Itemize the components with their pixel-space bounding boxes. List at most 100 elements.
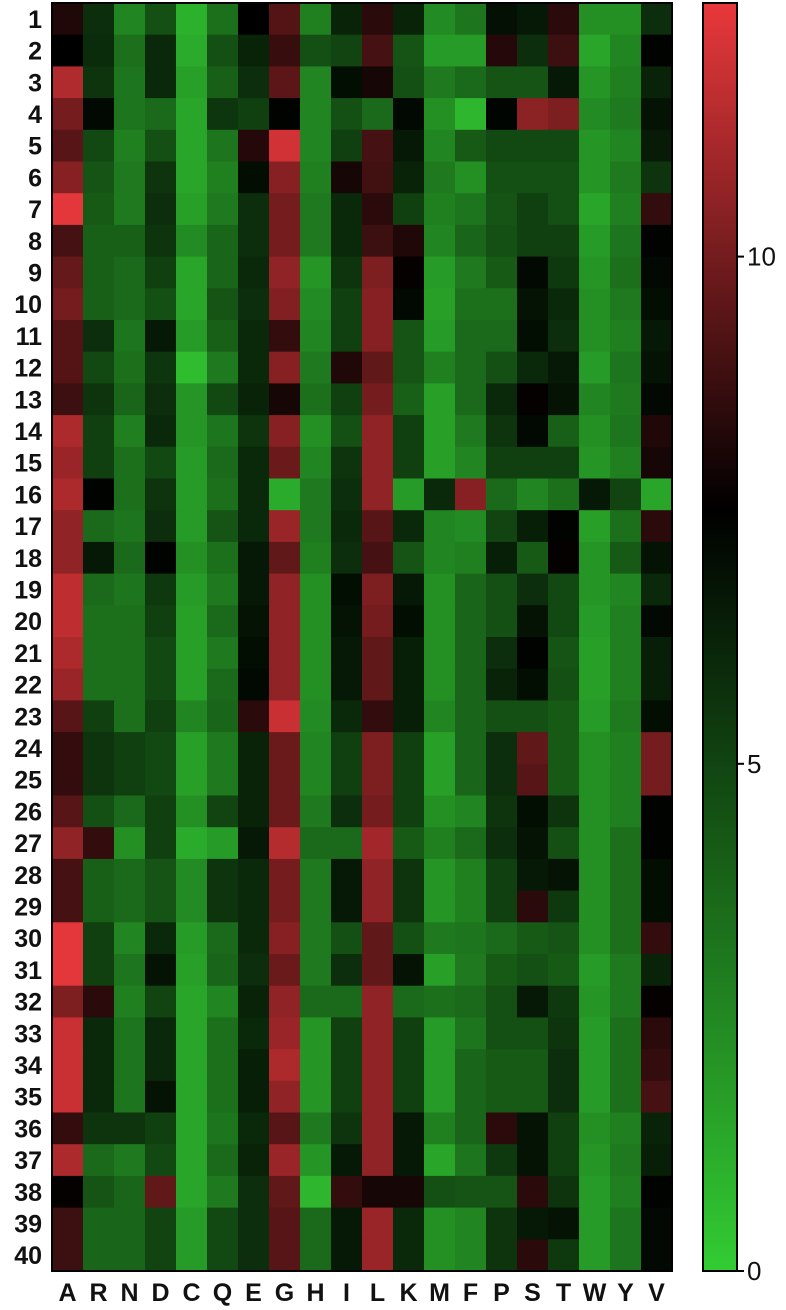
heatmap-cell-22-H bbox=[300, 668, 332, 701]
heatmap-cell-24-R bbox=[83, 732, 115, 765]
heatmap-cell-13-Q bbox=[207, 383, 239, 416]
heatmap-cell-17-V bbox=[641, 510, 673, 543]
heatmap-cell-33-W bbox=[579, 1017, 611, 1050]
row-label: 11 bbox=[16, 323, 43, 351]
heatmap-cell-5-V bbox=[641, 129, 673, 163]
heatmap-cell-26-I bbox=[331, 795, 363, 828]
heatmap-cell-28-P bbox=[486, 858, 518, 892]
heatmap-cell-24-C bbox=[176, 732, 208, 765]
heatmap-cell-15-Q bbox=[207, 446, 239, 480]
heatmap-cell-37-V bbox=[641, 1144, 673, 1177]
heatmap-cell-25-G bbox=[269, 763, 301, 797]
heatmap-cell-31-R bbox=[83, 954, 115, 987]
heatmap-cell-40-W bbox=[579, 1239, 611, 1272]
heatmap-cell-18-L bbox=[362, 541, 394, 575]
heatmap-cell-18-C bbox=[176, 541, 208, 575]
heatmap-cell-22-T bbox=[548, 668, 580, 701]
heatmap-cell-37-S bbox=[517, 1144, 549, 1177]
heatmap-cell-30-H bbox=[300, 922, 332, 955]
row-label: 12 bbox=[14, 355, 42, 383]
heatmap-cell-15-M bbox=[424, 446, 456, 480]
heatmap-cell-38-L bbox=[362, 1175, 394, 1209]
heatmap-cell-22-G bbox=[269, 668, 301, 701]
heatmap-cell-22-W bbox=[579, 668, 611, 701]
heatmap-cell-20-W bbox=[579, 605, 611, 638]
heatmap-cell-19-V bbox=[641, 573, 673, 606]
heatmap-cell-23-I bbox=[331, 700, 363, 733]
heatmap-cell-32-D bbox=[145, 985, 177, 1018]
heatmap-cell-8-L bbox=[362, 224, 394, 258]
heatmap-cell-24-V bbox=[641, 732, 673, 765]
heatmap-cell-16-G bbox=[269, 478, 301, 511]
heatmap-cell-14-G bbox=[269, 415, 301, 448]
heatmap-cell-34-G bbox=[269, 1049, 301, 1082]
heatmap-cell-19-Q bbox=[207, 573, 239, 606]
heatmap-cell-32-P bbox=[486, 985, 518, 1018]
heatmap-cell-10-S bbox=[517, 288, 549, 321]
heatmap-cell-22-A bbox=[52, 668, 84, 701]
heatmap-cell-19-G bbox=[269, 573, 301, 606]
heatmap-cell-7-Y bbox=[610, 193, 642, 226]
heatmap-cell-21-I bbox=[331, 637, 363, 670]
heatmap-cell-23-V bbox=[641, 700, 673, 733]
heatmap-cell-33-Y bbox=[610, 1017, 642, 1050]
heatmap-cell-28-E bbox=[238, 858, 270, 892]
row-label: 9 bbox=[28, 259, 42, 287]
heatmap-cell-31-K bbox=[393, 954, 425, 987]
heatmap-cell-30-P bbox=[486, 922, 518, 955]
heatmap-cell-27-T bbox=[548, 827, 580, 860]
heatmap-cell-28-K bbox=[393, 858, 425, 892]
heatmap-cell-27-I bbox=[331, 827, 363, 860]
heatmap-cell-32-V bbox=[641, 985, 673, 1018]
heatmap-cell-7-Q bbox=[207, 193, 239, 226]
heatmap-cell-39-P bbox=[486, 1207, 518, 1240]
heatmap-cell-28-Q bbox=[207, 858, 239, 892]
heatmap-cell-17-F bbox=[455, 510, 487, 543]
heatmap-cell-9-H bbox=[300, 256, 332, 289]
heatmap-cell-35-E bbox=[238, 1080, 270, 1114]
heatmap-cell-39-T bbox=[548, 1207, 580, 1240]
heatmap-cell-23-P bbox=[486, 700, 518, 733]
heatmap-cell-21-V bbox=[641, 637, 673, 670]
heatmap-cell-13-I bbox=[331, 383, 363, 416]
heatmap-cell-30-Y bbox=[610, 922, 642, 955]
heatmap-cell-33-V bbox=[641, 1017, 673, 1050]
heatmap-cell-37-Q bbox=[207, 1144, 239, 1177]
heatmap-cell-27-N bbox=[114, 827, 146, 860]
heatmap-cell-34-F bbox=[455, 1049, 487, 1082]
heatmap-cell-9-P bbox=[486, 256, 518, 289]
heatmap-cell-19-H bbox=[300, 573, 332, 606]
heatmap-cell-40-G bbox=[269, 1239, 301, 1272]
heatmap-cell-28-W bbox=[579, 858, 611, 892]
heatmap-cell-27-R bbox=[83, 827, 115, 860]
heatmap-cell-4-T bbox=[548, 98, 580, 131]
heatmap-cell-23-H bbox=[300, 700, 332, 733]
heatmap-cell-11-W bbox=[579, 320, 611, 353]
heatmap-cell-10-N bbox=[114, 288, 146, 321]
row-label: 5 bbox=[28, 133, 42, 161]
heatmap-cell-39-R bbox=[83, 1207, 115, 1240]
heatmap-cell-15-F bbox=[455, 446, 487, 480]
heatmap-cell-12-P bbox=[486, 351, 518, 384]
heatmap-cell-24-N bbox=[114, 732, 146, 765]
colorbar-ticks: 0 5 10 bbox=[737, 242, 776, 1286]
heatmap-cell-4-Y bbox=[610, 98, 642, 131]
heatmap-cell-20-R bbox=[83, 605, 115, 638]
heatmap-cell-34-M bbox=[424, 1049, 456, 1082]
heatmap-cell-10-D bbox=[145, 288, 177, 321]
heatmap-cell-26-L bbox=[362, 795, 394, 828]
heatmap-cell-6-D bbox=[145, 161, 177, 194]
row-label: 18 bbox=[14, 545, 42, 573]
heatmap-cell-34-N bbox=[114, 1049, 146, 1082]
heatmap-cell-40-V bbox=[641, 1239, 673, 1272]
heatmap-cell-7-K bbox=[393, 193, 425, 226]
column-label: K bbox=[399, 1279, 417, 1307]
heatmap-cell-32-A bbox=[52, 985, 84, 1018]
heatmap-cell-13-W bbox=[579, 383, 611, 416]
heatmap-cell-39-Q bbox=[207, 1207, 239, 1240]
heatmap-cell-21-P bbox=[486, 637, 518, 670]
heatmap-cell-10-L bbox=[362, 288, 394, 321]
heatmap-cell-37-H bbox=[300, 1144, 332, 1177]
heatmap-cell-6-M bbox=[424, 161, 456, 194]
heatmap-cell-3-Y bbox=[610, 66, 642, 99]
